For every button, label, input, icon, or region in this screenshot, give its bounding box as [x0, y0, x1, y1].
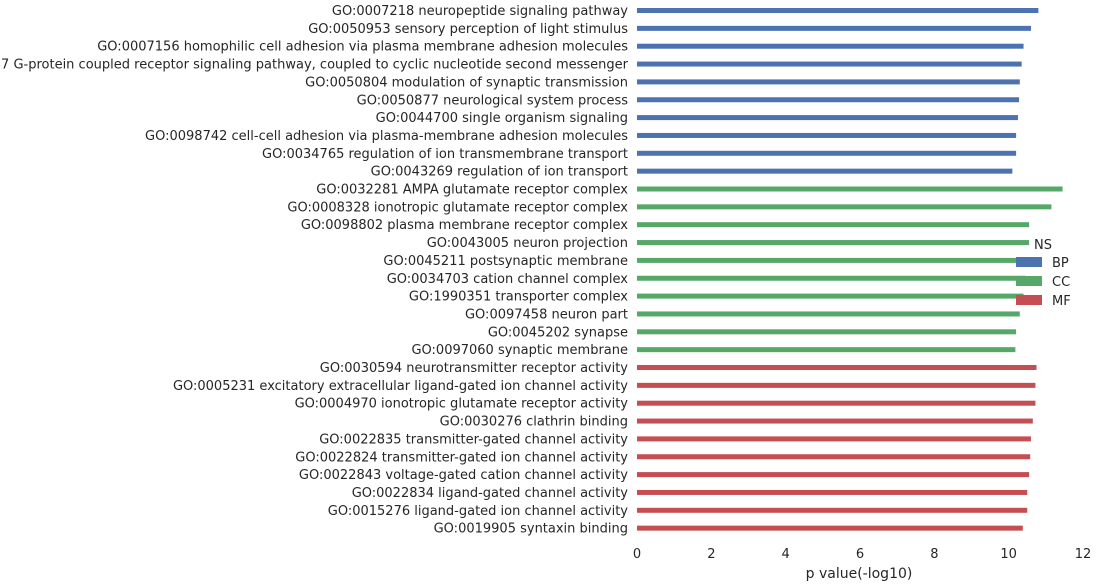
bar-6	[637, 97, 1020, 103]
bar-4	[637, 61, 1022, 67]
category-label-28: GO:0022834 ligand-gated channel activity	[352, 486, 629, 501]
category-label-30: GO:0019905 syntaxin binding	[434, 522, 628, 537]
category-label-3: GO:0007156 homophilic cell adhesion via …	[97, 40, 628, 55]
x-tick-label-4: 4	[782, 547, 790, 562]
bar-14	[637, 240, 1030, 246]
bar-16	[637, 275, 1026, 281]
category-label-20: GO:0097060 synaptic membrane	[411, 343, 628, 358]
x-tick-label-2: 2	[707, 547, 715, 562]
category-label-4: GO:0007187 G-protein coupled receptor si…	[0, 58, 629, 73]
category-label-21: GO:0030594 neurotransmitter receptor act…	[320, 361, 629, 376]
bar-27	[637, 472, 1030, 478]
category-label-22: GO:0005231 excitatory extracellular liga…	[173, 379, 628, 394]
category-label-17: GO:1990351 transporter complex	[409, 290, 628, 305]
category-label-19: GO:0045202 synapse	[488, 325, 628, 340]
bar-17	[637, 293, 1024, 299]
category-label-15: GO:0045211 postsynaptic membrane	[383, 254, 628, 269]
x-axis-ticks-layer: 0 2 4 6 8 10 12	[633, 547, 1091, 562]
category-label-8: GO:0098742 cell-cell adhesion via plasma…	[145, 129, 628, 144]
bar-10	[637, 168, 1013, 174]
bar-22	[637, 382, 1036, 388]
bar-30	[637, 525, 1023, 531]
category-label-27: GO:0022843 voltage-gated cation channel …	[299, 468, 628, 483]
category-label-18: GO:0097458 neuron part	[465, 307, 628, 322]
legend-swatch-bp	[1016, 257, 1042, 267]
legend-title: NS	[1034, 238, 1052, 253]
category-label-13: GO:0098802 plasma membrane receptor comp…	[301, 218, 628, 233]
bar-12	[637, 204, 1052, 210]
bar-7	[637, 115, 1018, 121]
bar-18	[637, 311, 1020, 317]
category-label-5: GO:0050804 modulation of synaptic transm…	[305, 75, 628, 90]
bar-2	[637, 25, 1031, 31]
bar-8	[637, 132, 1017, 138]
bar-15	[637, 257, 1028, 263]
bar-13	[637, 222, 1030, 228]
category-label-24: GO:0030276 clathrin binding	[440, 415, 628, 430]
legend-label-mf: MF	[1052, 294, 1071, 309]
category-label-23: GO:0004970 ionotropic glutamate receptor…	[295, 397, 629, 412]
bar-25	[637, 436, 1031, 442]
legend-swatch-mf	[1016, 295, 1042, 305]
bar-3	[637, 43, 1024, 49]
bar-5	[637, 79, 1020, 85]
category-label-2: GO:0050953 sensory perception of light s…	[308, 22, 628, 37]
category-label-16: GO:0034703 cation channel complex	[387, 272, 629, 287]
bar-1	[637, 8, 1039, 13]
category-label-7: GO:0044700 single organism signaling	[376, 111, 628, 126]
bar-11	[637, 186, 1063, 192]
x-tick-label-8: 8	[930, 547, 938, 562]
x-axis-title: p value(-log10)	[806, 566, 913, 582]
category-label-1: GO:0007218 neuropeptide signaling pathwa…	[332, 4, 628, 19]
bar-20	[637, 347, 1016, 353]
category-label-26: GO:0022824 transmitter-gated ion channel…	[295, 450, 628, 465]
legend-label-bp: BP	[1052, 256, 1069, 271]
bar-19	[637, 329, 1017, 335]
category-label-25: GO:0022835 transmitter-gated channel act…	[319, 432, 628, 447]
x-tick-label-12: 12	[1075, 547, 1092, 562]
category-label-9: GO:0034765 regulation of ion transmembra…	[262, 147, 628, 162]
legend: NS BP CC MF	[1016, 238, 1071, 309]
legend-label-cc: CC	[1052, 275, 1070, 290]
bars-layer	[637, 8, 1063, 531]
legend-items: BP CC MF	[1016, 256, 1071, 309]
bar-26	[637, 454, 1031, 460]
bar-29	[637, 507, 1028, 513]
category-label-6: GO:0050877 neurological system process	[357, 93, 629, 108]
x-tick-label-6: 6	[856, 547, 864, 562]
x-tick-label-10: 10	[1000, 547, 1017, 562]
legend-swatch-cc	[1016, 276, 1042, 286]
category-label-29: GO:0015276 ligand-gated ion channel acti…	[328, 504, 629, 519]
category-labels-layer: GO:0007218 neuropeptide signaling pathwa…	[0, 4, 629, 537]
category-label-14: GO:0043005 neuron projection	[427, 236, 628, 251]
bar-28	[637, 489, 1028, 495]
x-tick-label-0: 0	[633, 547, 641, 562]
category-label-11: GO:0032281 AMPA glutamate receptor compl…	[316, 183, 628, 198]
category-label-12: GO:0008328 ionotropic glutamate receptor…	[287, 200, 628, 215]
bar-23	[637, 400, 1036, 406]
category-label-10: GO:0043269 regulation of ion transport	[371, 165, 628, 180]
bar-24	[637, 418, 1033, 424]
bar-9	[637, 150, 1017, 156]
bar-21	[637, 365, 1037, 370]
